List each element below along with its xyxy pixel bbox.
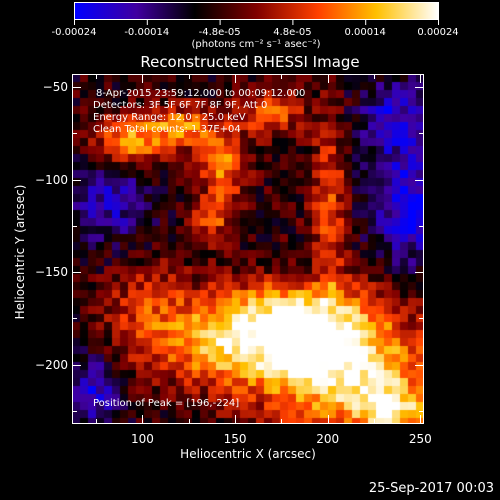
x-tick-label: 200 — [316, 432, 340, 446]
rhessi-image — [72, 74, 424, 424]
y-tick-label: −200 — [35, 357, 68, 372]
x-minor-tick — [96, 419, 98, 424]
y-minor-tick — [419, 411, 424, 413]
colorbar-tick-label: 0.00024 — [417, 27, 459, 38]
date-stamp: 25-Sep-2017 00:03 — [368, 481, 494, 496]
x-tick — [327, 74, 329, 83]
heatmap-canvas — [72, 74, 424, 424]
colorbar-tick-label: 0.00014 — [344, 27, 386, 38]
y-minor-tick — [419, 318, 424, 320]
x-tick — [420, 415, 422, 424]
x-minor-tick — [96, 74, 98, 79]
colorbar-tick-label: -4.8e-05 — [198, 27, 241, 38]
y-minor-tick — [72, 411, 77, 413]
colorbar-tick-label: -0.00024 — [51, 27, 97, 38]
y-minor-tick — [72, 225, 77, 227]
x-tick — [235, 74, 237, 83]
x-tick — [327, 415, 329, 424]
y-tick-label: −50 — [42, 79, 68, 94]
y-tick — [415, 86, 424, 88]
peak-position-text: Position of Peak = [196,-224] — [93, 398, 240, 409]
colorbar-units: (photons cm⁻² s⁻¹ asec⁻²) — [191, 39, 321, 50]
y-minor-tick — [72, 133, 77, 135]
x-tick — [235, 415, 237, 424]
y-minor-tick — [419, 225, 424, 227]
x-tick — [420, 74, 422, 83]
y-tick — [72, 364, 81, 366]
x-minor-tick — [281, 419, 283, 424]
x-tick-label: 150 — [223, 432, 247, 446]
y-minor-tick — [419, 133, 424, 135]
colorbar-tick-label: -0.00014 — [124, 27, 170, 38]
plot-title: Reconstructed RHESSI Image — [140, 53, 360, 71]
y-axis-title: Heliocentric Y (arcsec) — [13, 184, 27, 320]
x-minor-tick — [188, 419, 190, 424]
energy-range-text: Energy Range: 12.0 - 25.0 keV — [93, 112, 246, 123]
x-minor-tick — [373, 419, 375, 424]
time-range-text: 8-Apr-2015 23:59:12.000 to 00:09:12.000 — [96, 88, 306, 99]
y-minor-tick — [72, 318, 77, 320]
y-tick-label: −150 — [35, 265, 68, 280]
clean-counts-text: Clean Total counts: 1.37E+04 — [93, 124, 241, 135]
y-tick — [72, 272, 81, 274]
y-tick-label: −100 — [35, 172, 68, 187]
colorbar-ticks — [74, 20, 439, 25]
x-tick — [142, 74, 144, 83]
y-tick — [415, 364, 424, 366]
y-tick — [415, 272, 424, 274]
x-axis-title: Heliocentric X (arcsec) — [180, 447, 316, 461]
x-tick-label: 100 — [130, 432, 154, 446]
x-minor-tick — [373, 74, 375, 79]
y-tick — [72, 179, 81, 181]
detectors-text: Detectors: 3F 5F 6F 7F 8F 9F, Att 0 — [93, 100, 268, 111]
y-tick — [72, 86, 81, 88]
colorbar-tick-label: 4.8e-05 — [273, 27, 312, 38]
colorbar — [74, 2, 439, 20]
x-minor-tick — [188, 74, 190, 79]
y-tick — [415, 179, 424, 181]
x-tick-label: 250 — [408, 432, 432, 446]
x-tick — [142, 415, 144, 424]
x-minor-tick — [281, 74, 283, 79]
